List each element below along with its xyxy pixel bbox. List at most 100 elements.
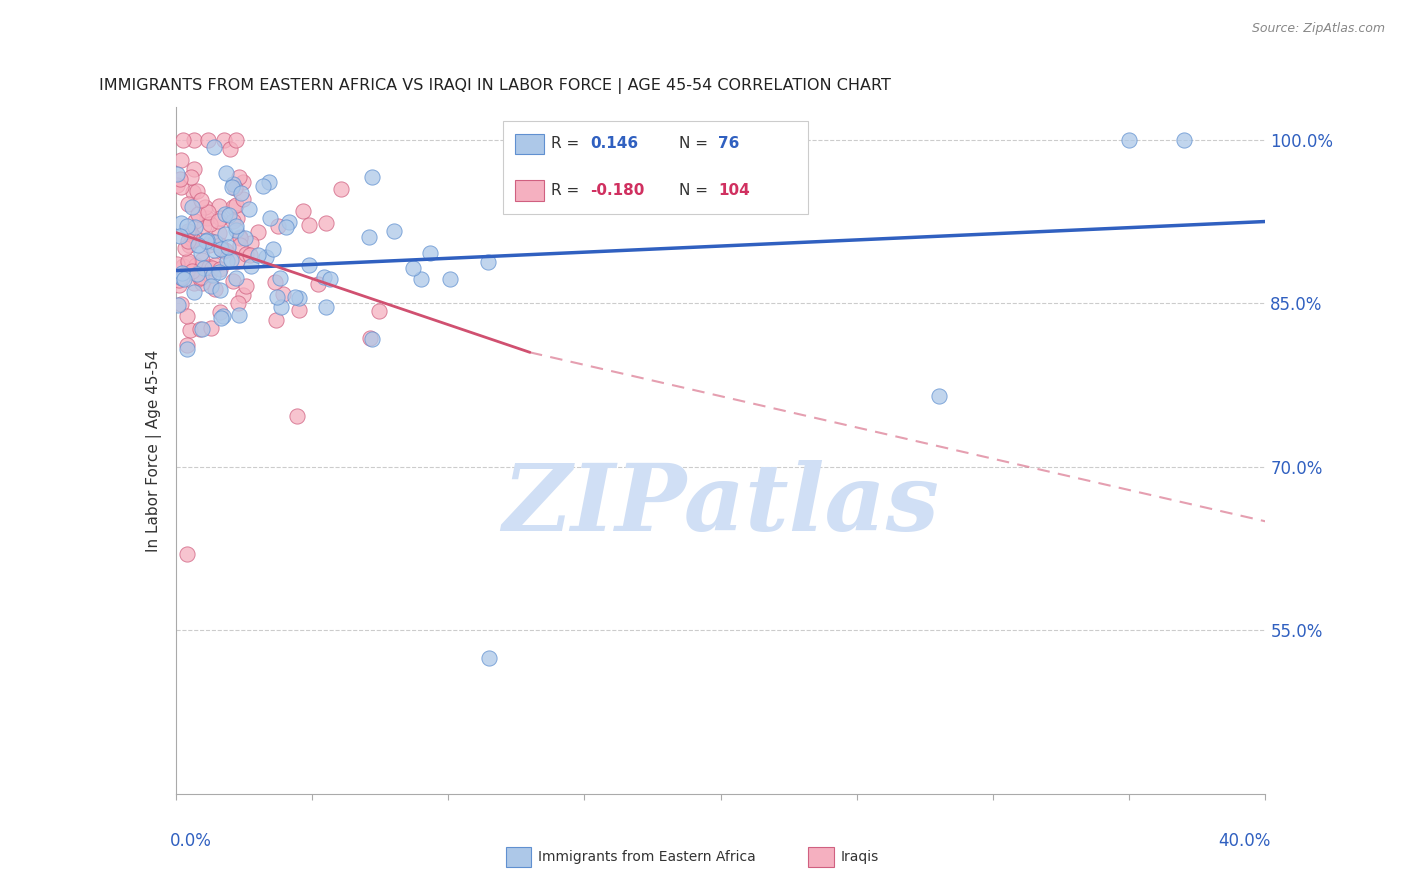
Text: R =: R = [551,136,583,152]
Point [225,223,247,237]
Point [177,197,200,211]
Point [247,225,270,239]
Text: Iraqis: Iraqis [841,850,879,864]
Point [183,230,205,244]
Point [225,211,247,225]
Point [928,389,950,403]
Point [225,197,247,211]
Point [278,215,301,229]
Point [222,274,245,288]
Text: 104: 104 [718,183,751,198]
Point [266,313,288,327]
Point [368,303,391,318]
Point [218,208,240,222]
Point [176,219,198,234]
Point [200,217,222,231]
Point [402,260,425,275]
Point [194,201,217,215]
Point [262,243,284,257]
Point [204,258,226,272]
Point [360,169,382,184]
Point [183,214,205,228]
Point [190,193,212,207]
Point [202,244,225,258]
Point [1118,133,1140,147]
Point [176,342,198,356]
Text: IMMIGRANTS FROM EASTERN AFRICA VS IRAQI IN LABOR FORCE | AGE 45-54 CORRELATION C: IMMIGRANTS FROM EASTERN AFRICA VS IRAQI … [100,78,891,95]
Point [219,142,242,156]
Text: ZIPatlas: ZIPatlas [502,460,939,550]
Point [176,547,198,561]
Point [176,309,198,323]
Point [181,233,204,247]
Point [193,260,215,275]
Point [225,271,247,285]
Point [208,262,231,277]
Point [359,331,381,345]
Point [319,272,342,286]
Point [232,175,254,189]
Point [211,243,233,257]
Point [166,257,188,271]
Point [170,297,193,311]
Point [217,240,239,254]
Point [233,230,256,244]
Point [235,279,257,293]
Point [276,220,298,235]
Point [190,276,212,290]
Point [179,238,201,252]
Point [222,200,245,214]
Point [229,186,252,201]
Point [269,271,291,285]
Point [187,207,209,221]
Point [209,311,232,326]
Text: 0.0%: 0.0% [170,831,212,850]
Point [173,271,195,285]
Point [172,133,194,147]
Point [170,216,193,230]
Point [217,254,239,268]
Point [208,238,231,252]
Point [195,233,218,247]
Point [190,246,212,260]
Point [169,171,191,186]
Point [179,225,201,239]
Point [298,218,321,232]
Point [177,256,200,270]
Point [226,254,249,268]
Point [176,338,198,352]
Point [204,282,226,296]
Point [181,233,204,247]
Point [174,267,197,281]
FancyBboxPatch shape [506,847,531,867]
Point [183,161,205,176]
Point [270,300,292,314]
Point [184,258,207,272]
Point [222,213,245,227]
Point [478,650,501,665]
Point [214,243,236,257]
Point [229,238,252,252]
FancyBboxPatch shape [515,134,544,154]
Point [166,298,188,312]
Text: -0.180: -0.180 [591,183,644,198]
Point [183,185,205,199]
Point [228,308,250,322]
Point [181,264,204,278]
Point [169,228,191,243]
Point [235,246,257,260]
Point [314,269,336,284]
Point [212,244,235,259]
Point [214,133,236,147]
Point [419,246,441,260]
Point [183,133,205,147]
Point [307,277,329,292]
Point [207,213,229,227]
Point [167,278,190,293]
Point [190,269,212,284]
Point [225,219,247,233]
FancyBboxPatch shape [515,180,544,201]
Point [201,261,224,276]
Point [208,226,231,240]
Y-axis label: In Labor Force | Age 45-54: In Labor Force | Age 45-54 [146,350,162,551]
